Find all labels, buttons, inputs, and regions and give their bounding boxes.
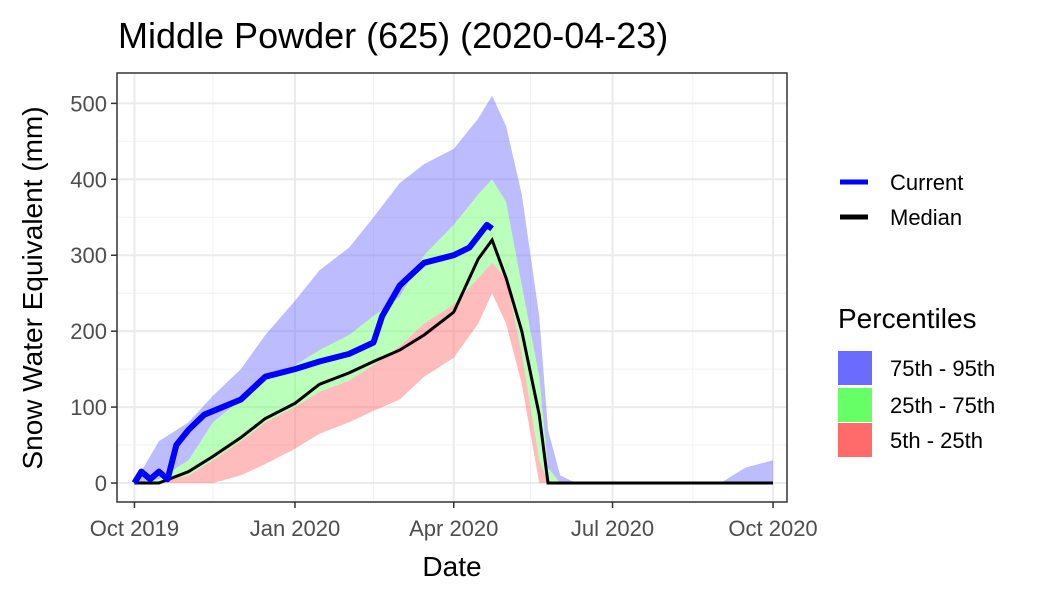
y-tick-label: 100 [70, 395, 107, 420]
legend-p75-95-swatch [838, 351, 872, 385]
band-25-75 [134, 179, 773, 484]
x-tick-label: Jan 2020 [250, 516, 341, 541]
band-5-25 [134, 262, 773, 483]
y-tick-label: 300 [70, 243, 107, 268]
band-75-95 [134, 95, 773, 484]
median-line [134, 236, 773, 485]
y-tick-label: 200 [70, 319, 107, 344]
legend-p25-75-label: 25th - 75th [890, 393, 995, 418]
grid-layer [117, 73, 787, 502]
x-tick-label: Oct 2019 [90, 516, 179, 541]
legend-p25-75-swatch [838, 388, 872, 422]
x-axis-title: Date [422, 551, 481, 582]
axes-layer: 0 100 200 300 400 500 Oct 2019 Jan 2020 Apr 2020… [70, 91, 817, 541]
legend-p5-25-label: 5th - 25th [890, 428, 983, 453]
percentile-bands [134, 95, 773, 484]
x-tick-label: Apr 2020 [409, 516, 498, 541]
plot-panel-background [117, 73, 787, 502]
plot-panel-border [116, 72, 788, 503]
legend-median-label: Median [890, 205, 962, 230]
legend-p5-25-swatch [838, 423, 872, 457]
x-tick-label: Jul 2020 [571, 516, 654, 541]
series-lines [131, 221, 773, 485]
y-tick-label: 500 [70, 91, 107, 116]
y-tick-label: 400 [70, 167, 107, 192]
x-tick-label: Oct 2020 [728, 516, 817, 541]
legend-p75-95-label: 75th - 95th [890, 356, 995, 381]
y-axis-title: Snow Water Equivalent (mm) [17, 106, 48, 469]
legend-percentiles-title: Percentiles [838, 303, 977, 334]
current-line [131, 221, 494, 485]
legend-current-label: Current [890, 170, 963, 195]
chart-title: Middle Powder (625) (2020-04-23) [118, 15, 668, 56]
y-tick-label: 0 [95, 471, 107, 496]
legend: Current Median Percentiles 75th - 95th 2… [838, 170, 995, 457]
